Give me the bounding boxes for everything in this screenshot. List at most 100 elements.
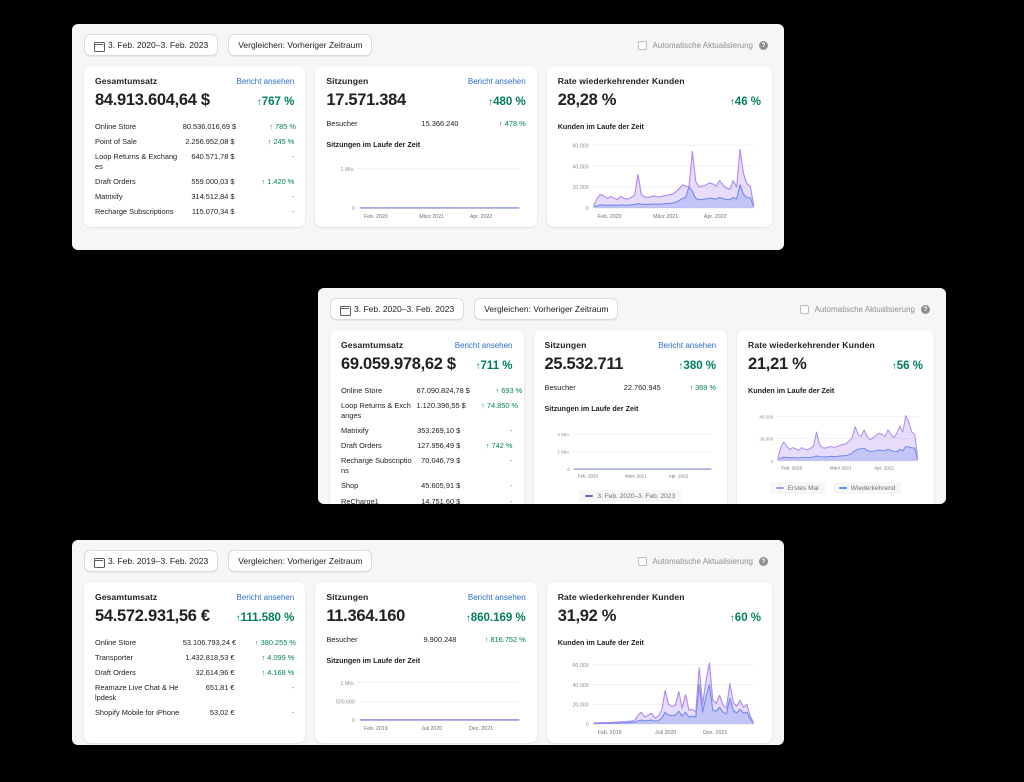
auto-refresh-checkbox[interactable] <box>637 556 647 566</box>
chart-p2-sessions: 0 1 Mio. 2 Mio. Feb. 2020 März 2021 Apr. 2022 <box>557 432 711 479</box>
auto-refresh-checkbox[interactable] <box>637 40 647 50</box>
channel-change-value: - <box>510 496 513 504</box>
metric-value: 54.572.931,56 € <box>95 607 210 625</box>
svg-text:0: 0 <box>352 206 355 212</box>
channel-name: Recharge Subscriptions <box>95 207 174 217</box>
compare-selector[interactable]: Vergleichen: Vorheriger Zeitraum <box>228 34 373 56</box>
channel-change-value: - <box>291 151 295 161</box>
metric-row: 84.913.604,64 $ ↑767 % <box>95 91 294 110</box>
chart-p3-sessions: 0 500.000 1 Mio. Feb. 2019 Juli 2020 Dez. 202… <box>336 681 520 732</box>
up-arrow-icon: ↑ <box>254 637 261 647</box>
svg-text:2 Mio.: 2 Mio. <box>557 432 569 437</box>
table-row: Transporter 1.432.818,53 € ↑ 4.099 % <box>95 650 294 665</box>
metric-delta: ↑46 % <box>730 96 761 108</box>
card-title: Rate wiederkehrender Kunden <box>557 592 685 602</box>
card-title: Sitzungen <box>326 592 369 602</box>
svg-text:40.000: 40.000 <box>759 414 774 419</box>
help-icon[interactable]: ? <box>921 304 930 314</box>
channel-change: - <box>241 683 294 693</box>
channel-change: ↑ 1.420 % <box>241 177 294 187</box>
metric-delta-value: 56 % <box>896 360 923 372</box>
returning-customer-rate-card: Rate wiederkehrender Kunden 28,28 % ↑46 % K… <box>546 66 773 227</box>
toolbar: 3. Feb. 2020–3. Feb. 2023 Vergleichen: Vo… <box>72 24 784 56</box>
svg-text:0: 0 <box>585 722 588 728</box>
calendar-icon <box>94 41 105 52</box>
view-report-link[interactable]: Bericht ansehen <box>236 77 295 86</box>
metric-delta: ↑860.169 % <box>466 612 526 624</box>
card-title: Gesamtumsatz <box>95 592 158 602</box>
auto-refresh-checkbox[interactable] <box>799 304 809 314</box>
auto-refresh-label: Automatische Aktualisierung <box>652 556 754 566</box>
channel-name: Matrixify <box>95 192 123 202</box>
metric-delta-value: 767 % <box>261 96 295 108</box>
legend-label: Wiederkehrend <box>850 484 896 492</box>
channel-change: - <box>241 151 295 162</box>
up-arrow-icon: ↑ <box>267 136 274 146</box>
svg-text:März 2021: März 2021 <box>830 466 852 471</box>
svg-text:0: 0 <box>585 206 588 212</box>
channel-value: 53.106.793,24 € <box>182 637 237 647</box>
date-range-picker[interactable]: 3. Feb. 2020–3. Feb. 2023 <box>84 34 219 56</box>
sessions-card: Sitzungen Bericht ansehen 25.532.711 ↑380 %… <box>533 330 728 504</box>
up-arrow-icon: ↑ <box>891 361 897 372</box>
channel-value: 45.605,91 $ <box>421 481 461 491</box>
channel-name: Recharge Subscriptions <box>341 456 412 476</box>
date-range-picker[interactable]: 3. Feb. 2019–3. Feb. 2023 <box>84 550 219 572</box>
card-header: Sitzungen Bericht ansehen <box>326 592 525 602</box>
channel-value: 80.536.016,69 $ <box>182 121 237 131</box>
channel-value: 559.000,03 $ <box>191 177 235 187</box>
view-report-link[interactable]: Bericht ansehen <box>454 341 513 350</box>
chart-title: Sitzungen im Laufe der Zeit <box>544 404 639 413</box>
metric-delta: ↑60 % <box>730 612 761 624</box>
svg-text:0: 0 <box>771 459 774 464</box>
channel-name: Draft Orders <box>95 667 136 677</box>
returning-customer-rate-card: Rate wiederkehrender Kunden 31,92 % ↑60 % K… <box>546 582 773 743</box>
help-icon[interactable]: ? <box>759 40 768 50</box>
chart-p3-customers: 0 20.000 40.000 60.000 Feb. 2019 Juli 2020 Dez… <box>572 662 754 736</box>
metric-value: 31,92 % <box>557 607 617 625</box>
metric-value: 21,21 % <box>748 355 807 373</box>
channel-change-value: - <box>510 456 513 466</box>
auto-refresh-label: Automatische Aktualisierung <box>652 40 754 50</box>
channel-value: 640.571,78 $ <box>191 151 235 161</box>
table-row: Draft Orders 559.000,03 $ ↑ 1.420 % <box>95 175 294 190</box>
compare-selector[interactable]: Vergleichen: Vorheriger Zeitraum <box>474 298 619 320</box>
date-range-picker[interactable]: 3. Feb. 2020–3. Feb. 2023 <box>330 298 465 320</box>
svg-text:März 2021: März 2021 <box>625 474 647 479</box>
view-report-link[interactable]: Bericht ansehen <box>658 341 717 350</box>
view-report-link[interactable]: Bericht ansehen <box>467 77 526 86</box>
metric-row: 21,21 % ↑56 % <box>748 355 923 374</box>
metric-delta: ↑480 % <box>488 96 526 108</box>
visitors-row: Besucher 22.760.945 ↑ 369 % <box>545 383 717 392</box>
channel-name: Loop Returns & Exchanges <box>95 151 178 171</box>
view-report-link[interactable]: Bericht ansehen <box>467 593 526 602</box>
view-report-link[interactable]: Bericht ansehen <box>236 593 295 602</box>
up-arrow-icon: ↑ <box>256 97 262 108</box>
chart-title: Kunden im Laufe der Zeit <box>557 638 644 647</box>
channel-value: 127.956,49 $ <box>417 441 461 451</box>
channel-change: - <box>241 192 294 202</box>
panel-2019-2023-eur: 3. Feb. 2019–3. Feb. 2023 Vergleichen: Vo… <box>72 540 784 745</box>
visitors-change-value: 816.752 % <box>490 635 526 644</box>
help-icon[interactable]: ? <box>759 556 768 566</box>
up-arrow-icon: ↑ <box>481 400 487 410</box>
compare-selector[interactable]: Vergleichen: Vorheriger Zeitraum <box>228 550 373 572</box>
metric-row: 17.571.384 ↑480 % <box>326 91 525 110</box>
visitors-change-value: 369 % <box>695 383 717 392</box>
channel-change-value: 785 % <box>274 121 296 131</box>
channel-change-value: - <box>291 708 295 718</box>
up-arrow-icon: ↑ <box>495 385 502 395</box>
channel-change-value: 74.850 % <box>486 400 519 410</box>
date-range-label: 3. Feb. 2020–3. Feb. 2023 <box>354 304 455 314</box>
svg-text:Feb. 2019: Feb. 2019 <box>597 730 621 736</box>
svg-text:40.000: 40.000 <box>572 683 588 689</box>
sessions-card: Sitzungen Bericht ansehen 17.571.384 ↑480 %… <box>315 66 537 227</box>
svg-text:20.000: 20.000 <box>572 703 588 709</box>
auto-refresh-group: Automatische Aktualisierung? <box>799 304 935 314</box>
visitors-value: 22.760.945 <box>623 383 661 392</box>
up-arrow-icon: ↑ <box>498 119 505 128</box>
card-header: Rate wiederkehrender Kunden <box>748 340 923 350</box>
sales-breakdown-table: Online Store 67.090.824,78 $ ↑ 693 % Loop R… <box>341 383 522 504</box>
sessions-card: Sitzungen Bericht ansehen 11.364.160 ↑860.1… <box>315 582 537 743</box>
